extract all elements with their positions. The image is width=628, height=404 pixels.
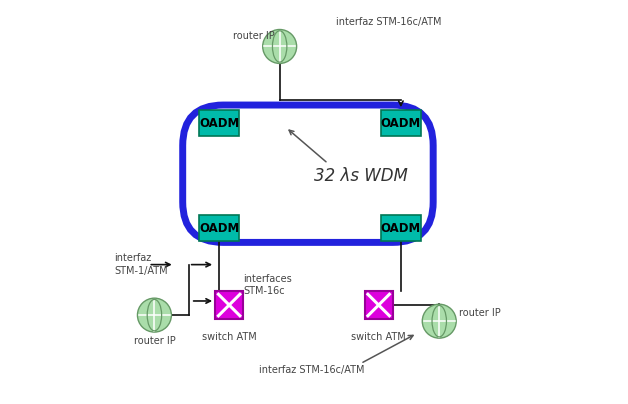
Text: OADM: OADM <box>381 117 421 130</box>
FancyBboxPatch shape <box>215 291 243 319</box>
Text: switch ATM: switch ATM <box>351 332 406 342</box>
Text: OADM: OADM <box>199 117 239 130</box>
Text: router IP: router IP <box>233 32 275 41</box>
Circle shape <box>422 304 456 338</box>
Text: router IP: router IP <box>134 337 175 346</box>
Text: interfaz STM-16c/ATM: interfaz STM-16c/ATM <box>259 365 365 375</box>
Text: 32 λs WDM: 32 λs WDM <box>314 167 408 185</box>
Text: OADM: OADM <box>199 222 239 235</box>
Text: switch ATM: switch ATM <box>202 332 256 342</box>
Text: interfaces
STM-16c: interfaces STM-16c <box>243 274 292 296</box>
Text: router IP: router IP <box>460 308 501 318</box>
Circle shape <box>138 298 171 332</box>
Text: interfaz STM-16c/ATM: interfaz STM-16c/ATM <box>336 17 441 27</box>
Circle shape <box>263 29 296 63</box>
FancyBboxPatch shape <box>381 110 421 137</box>
FancyBboxPatch shape <box>199 110 239 137</box>
Text: interfaz
STM-1/ATM: interfaz STM-1/ATM <box>114 253 168 276</box>
Text: OADM: OADM <box>381 222 421 235</box>
FancyBboxPatch shape <box>199 215 239 242</box>
FancyBboxPatch shape <box>364 291 392 319</box>
FancyBboxPatch shape <box>381 215 421 242</box>
